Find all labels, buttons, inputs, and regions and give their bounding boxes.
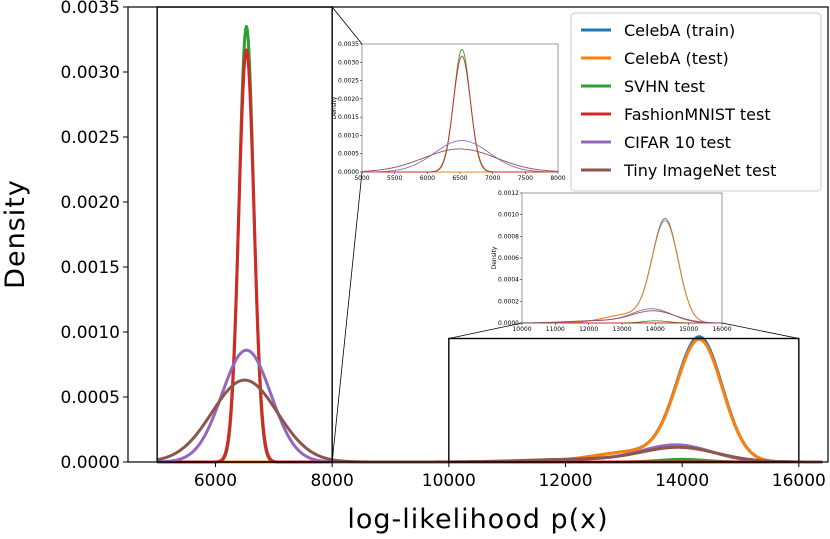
legend-entry: SVHN test — [624, 77, 705, 96]
inset-bottom: 10000 11000 12000 13000 14000 15000 16000 0.000… — [491, 190, 732, 333]
inset-frame — [521, 192, 723, 324]
y-tick-label: 0.0005 — [61, 388, 120, 408]
legend-entry: CelebA (test) — [624, 49, 729, 68]
inset-y-tick-label: 0.0000 — [498, 320, 519, 327]
zoom-connector-3 — [721, 322, 799, 339]
x-tick-label: 12000 — [538, 471, 592, 491]
y-tick-label: 0.0020 — [61, 193, 120, 213]
plot-frame — [127, 6, 829, 463]
x-tick-label: 14000 — [655, 471, 709, 491]
inset-x-tick-label: 6500 — [452, 175, 467, 182]
inset-x-tick-label: 16000 — [712, 326, 731, 333]
y-axis-label: Density — [0, 179, 31, 289]
inset-y-tick-label: 0.0012 — [498, 190, 519, 197]
x-tick-label: 8000 — [311, 471, 354, 491]
y-tick-label: 0.0025 — [61, 128, 120, 148]
inset-x-tick-label: 14000 — [646, 326, 665, 333]
inset-x-tick-label: 11000 — [546, 326, 565, 333]
inset-x-tick-label: 12000 — [579, 326, 598, 333]
inset-x-tick-label: 5000 — [354, 175, 369, 182]
inset-y-axis-label: Density — [331, 96, 338, 119]
inset-y-tick-label: 0.0000 — [338, 169, 359, 176]
inset-y-tick-label: 0.0010 — [338, 132, 359, 139]
y-tick-label: 0.0030 — [61, 63, 120, 83]
inset-top: 5000 5500 6000 6500 7000 7500 8000 0.0000 0.0005… — [331, 41, 566, 182]
inset-y-tick-label: 0.0030 — [338, 59, 359, 66]
inset-x-tick-label: 7000 — [485, 175, 500, 182]
inset-y-tick-label: 0.0025 — [338, 78, 359, 85]
y-tick-label: 0.0035 — [61, 0, 120, 18]
legend-entry: CelebA (train) — [624, 21, 735, 40]
inset-x-tick-label: 10000 — [512, 326, 531, 333]
inset-y-axis-label: Density — [491, 246, 498, 269]
inset-series-line-5 — [521, 310, 723, 324]
inset-y-tick-label: 0.0008 — [498, 233, 519, 240]
x-axis-ticks: 6000 8000 10000 12000 14000 16000 — [194, 462, 826, 491]
inset-y-tick-label: 0.0010 — [498, 212, 519, 219]
legend: CelebA (train) CelebA (test) SVHN test Fash… — [570, 12, 822, 192]
inset-y-tick-label: 0.0005 — [338, 151, 359, 158]
legend-entry: CIFAR 10 test — [624, 133, 731, 152]
inset-y-tick-label: 0.0002 — [498, 298, 519, 305]
x-tick-label: 6000 — [194, 471, 237, 491]
inset-y-tick-label: 0.0020 — [338, 96, 359, 103]
inset-x-tick-label: 7500 — [518, 175, 533, 182]
zoom-connector-2 — [448, 322, 523, 339]
inset-series-line-5 — [361, 148, 559, 172]
y-tick-label: 0.0010 — [61, 323, 120, 343]
legend-box — [570, 12, 822, 192]
inset-y-tick-label: 0.0004 — [498, 277, 519, 284]
y-tick-label: 0.0015 — [61, 258, 120, 278]
x-tick-label: 16000 — [772, 471, 826, 491]
inset-y-tick-label: 0.0035 — [338, 41, 359, 48]
zoom-connector-0 — [331, 6, 363, 45]
x-tick-label: 10000 — [422, 471, 476, 491]
inset-y-tick-label: 0.0006 — [498, 255, 519, 262]
legend-entry: Tiny ImageNet test — [623, 161, 776, 180]
inset-x-tick-label: 6000 — [420, 175, 435, 182]
inset-x-tick-label: 8000 — [550, 175, 565, 182]
inset-y-tick-label: 0.0015 — [338, 114, 359, 121]
inset-frame — [361, 43, 559, 173]
inset-x-tick-label: 15000 — [679, 326, 698, 333]
legend-entry: FashionMNIST test — [624, 105, 771, 124]
inset-x-tick-label: 5500 — [387, 175, 402, 182]
y-axis-ticks: 0.0000 0.0005 0.0010 0.0015 0.0020 0.0025 0.00… — [61, 0, 128, 473]
y-tick-label: 0.0000 — [61, 453, 120, 473]
zoom-connector-1 — [331, 171, 363, 463]
x-axis-label: log-likelihood p(x) — [347, 504, 608, 535]
inset-x-tick-label: 13000 — [612, 326, 631, 333]
inset-series-line-4 — [361, 140, 558, 173]
